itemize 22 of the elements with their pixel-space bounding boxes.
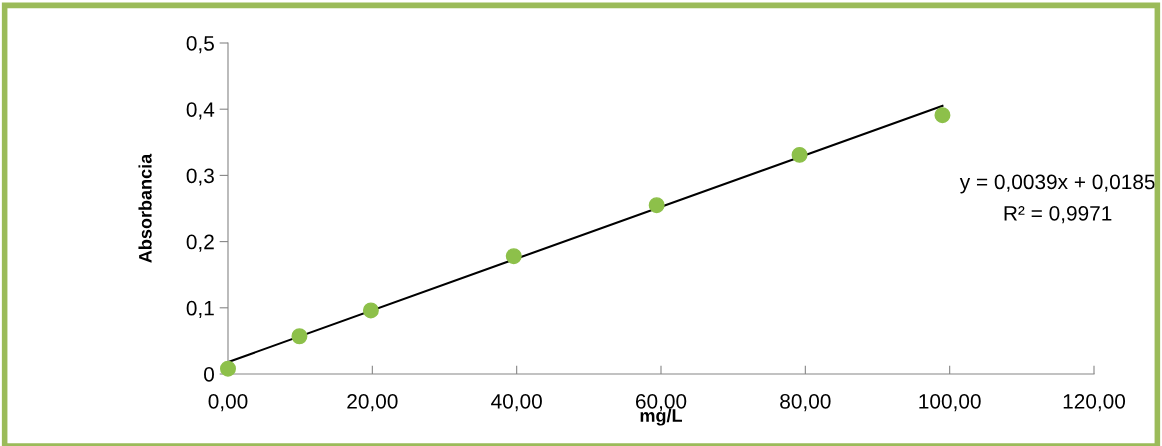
x-tick-label: 0,00 [208, 393, 248, 412]
point [791, 146, 808, 163]
point [934, 107, 951, 124]
annotation: R² = 0,9971 [1004, 205, 1112, 224]
y-tick-label: 0,2 [186, 234, 214, 252]
point [291, 328, 308, 345]
x-tick-label: 100,00 [919, 393, 981, 412]
x-tick-label: 80,00 [780, 393, 831, 412]
x-tick-label: 20,00 [347, 393, 398, 412]
x-tick-label: 120,00 [1063, 393, 1126, 412]
y-tick-label: 0,5 [186, 36, 214, 54]
point [648, 197, 665, 214]
y-tick-label: 0 [204, 367, 214, 382]
point [362, 302, 379, 319]
y-tick-label: 0,4 [186, 102, 215, 120]
annotation: y = 0,0039x + 0,0185 [959, 174, 1155, 194]
point [220, 360, 236, 377]
x-tick-label: 40,00 [491, 393, 542, 412]
y-tick-label: 0,3 [186, 168, 214, 186]
y-axis-title: Absorbancia [138, 153, 152, 263]
y-tick-label: 0,1 [186, 300, 214, 319]
point [505, 248, 522, 265]
